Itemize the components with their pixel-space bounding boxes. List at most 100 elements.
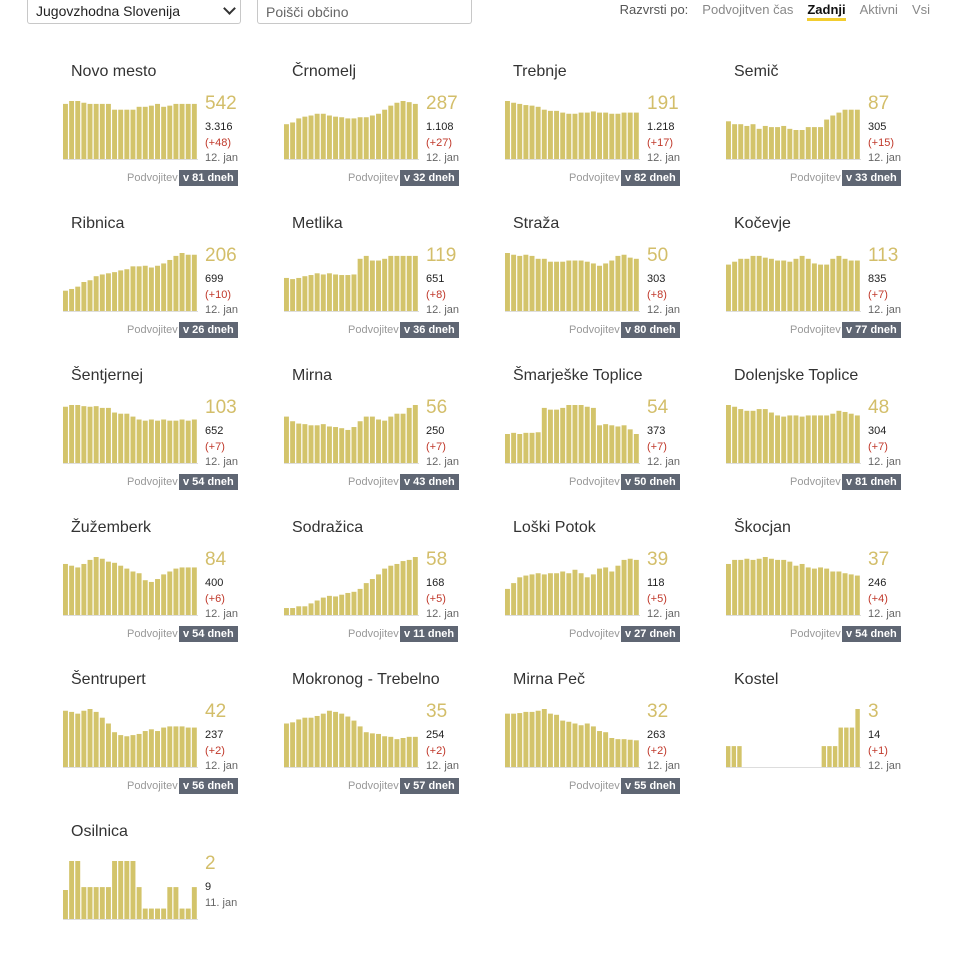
doubling-label: Podvojitev [569,476,620,488]
sort-option-active[interactable]: Aktivni [859,2,898,17]
sort-control: Razvrsti po: Podvojitven čas Zadnji Akti… [620,2,937,21]
chart-bar [161,419,167,463]
trend-chart [726,709,861,768]
municipality-card[interactable]: Žužemberk 84 400 (+6) 12. jan Podvojitev v 54 … [63,516,263,656]
chart-bar [603,567,609,615]
daily-change: (+6) [205,593,225,605]
chart-bar [161,727,167,767]
municipality-card[interactable]: Mirna 56 250 (+7) 12. jan Podvojitev v 43 dneh [284,364,484,504]
municipality-card[interactable]: Šentrupert 42 237 (+2) 12. jan Podvojitev v 56… [63,668,263,808]
chart-bar [93,103,99,159]
daily-change: (+7) [205,441,225,453]
active-cases: 58 [426,549,448,570]
municipality-name: Kočevje [734,215,791,232]
chart-bar [314,425,320,463]
municipality-card[interactable]: Mokronog - Trebelno 35 254 (+2) 12. jan Podvo… [284,668,484,808]
chevron-down-icon [223,2,236,15]
daily-change: (+7) [868,441,888,453]
doubling-label: Podvojitev [127,324,178,336]
chart-bar [167,726,173,767]
chart-bar [308,275,314,311]
chart-bar [621,739,627,767]
last-update-date: 11. jan [205,897,238,909]
municipality-card[interactable]: Osilnica 2 9 11. jan [63,820,263,960]
chart-bar [603,732,609,767]
chart-bar [63,290,68,311]
municipality-card[interactable]: Mirna Peč 32 263 (+2) 12. jan Podvojitev v 55 … [505,668,705,808]
chart-bar [560,571,566,615]
total-cases: 9 [205,881,212,893]
active-cases: 191 [647,93,679,114]
chart-bar [112,861,118,919]
chart-bar [597,568,602,615]
trend-chart [63,101,198,160]
municipality-card[interactable]: Šentjernej 103 652 (+7) 12. jan Podvojitev v 5… [63,364,263,504]
chart-bar [112,272,118,311]
chart-bar [756,128,762,159]
chart-bar [339,275,345,311]
chart-bar [357,258,363,311]
chart-bar [821,746,827,767]
chart-bar [535,432,541,463]
chart-bar [87,280,93,311]
chart-bar [376,733,381,767]
search-input[interactable] [257,0,472,24]
chart-bar [578,112,584,159]
municipality-card[interactable]: Trebnje 191 1.218 (+17) 12. jan Podvojitev v 8… [505,60,705,200]
trend-chart [284,405,419,464]
chart-bar [118,413,124,463]
total-cases: 118 [647,577,665,589]
region-select[interactable]: Jugovzhodna Slovenija [27,0,241,24]
active-cases: 50 [647,245,669,266]
chart-bar [505,588,510,615]
doubling-badge: v 82 dneh [621,170,680,186]
municipality-card[interactable]: Kočevje 113 835 (+7) 12. jan Podvojitev v 77 d… [726,212,926,352]
chart-bar [87,103,93,159]
sort-option-doubling[interactable]: Podvojitven čas [702,2,794,17]
chart-bar [793,130,799,159]
trend-chart [63,557,198,616]
chart-bar [615,739,621,767]
chart-bar [578,573,584,615]
chart-bar [345,429,351,463]
trend-chart [505,558,640,616]
chart-bar [732,406,738,463]
chart-bar [99,887,105,919]
doubling-label: Podvojitev [790,172,841,184]
chart-bar [112,732,118,767]
doubling-badge: v 55 dneh [621,778,680,794]
chart-bar [505,101,510,159]
municipality-card[interactable]: Ribnica 206 699 (+10) 12. jan Podvojitev v 26 … [63,212,263,352]
chart-bar [136,266,142,311]
last-update-date: 12. jan [647,152,681,164]
municipality-card[interactable]: Škocjan 37 246 (+4) 12. jan Podvojitev v 54 dn… [726,516,926,656]
chart-bar [326,273,332,311]
chart-bar [351,274,357,311]
chart-bar [811,127,817,159]
municipality-card[interactable]: Semič 87 305 (+15) 12. jan Podvojitev v 33 dne… [726,60,926,200]
chart-bar [148,267,154,311]
municipality-card[interactable]: Sodražica 58 168 (+5) 12. jan Podvojitev v 11 … [284,516,484,656]
chart-bar [308,425,314,463]
chart-bar [326,710,332,767]
chart-bar [155,731,160,767]
municipality-card[interactable]: Novo mesto 542 3.316 (+48) 12. jan Podvojitev… [63,60,263,200]
municipality-card[interactable]: Kostel 3 14 (+1) 12. jan [726,668,926,808]
chart-bar [284,723,289,767]
municipality-name: Šentjernej [71,367,144,384]
municipality-card[interactable]: Loški Potok 39 118 (+5) 12. jan Podvojitev v 2… [505,516,705,656]
chart-bar [81,563,87,615]
chart-bar [400,255,406,311]
municipality-card[interactable]: Črnomelj 287 1.108 (+27) 12. jan Podvojitev v … [284,60,484,200]
chart-bar [597,731,602,767]
municipality-card[interactable]: Šmarješke Toplice 54 373 (+7) 12. jan Podvoji… [505,364,705,504]
municipality-card[interactable]: Metlika 119 651 (+8) 12. jan Podvojitev v 36 d… [284,212,484,352]
municipality-card[interactable]: Straža 50 303 (+8) 12. jan Podvojitev v 80 dne… [505,212,705,352]
chart-bar [584,723,590,767]
municipality-card[interactable]: Dolenjske Toplice 48 304 (+7) 12. jan Podvoji… [726,364,926,504]
chart-bar [762,409,768,463]
chart-bar [394,255,400,311]
sort-option-all[interactable]: Vsi [911,2,930,17]
chart-bar [811,568,817,615]
sort-option-latest[interactable]: Zadnji [807,2,846,21]
